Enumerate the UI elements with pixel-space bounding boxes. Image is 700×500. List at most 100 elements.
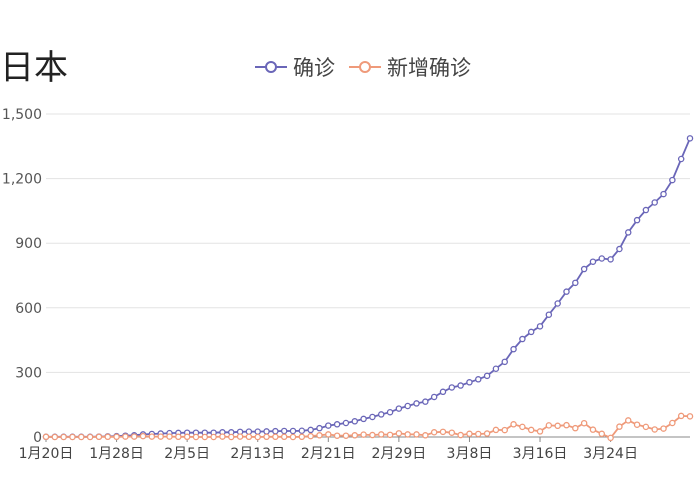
point-new-confirmed — [272, 433, 279, 441]
point-new-confirmed — [545, 422, 553, 429]
point-new-confirmed — [86, 433, 94, 441]
point-confirmed — [413, 400, 420, 407]
point-new-confirmed — [642, 423, 650, 431]
point-confirmed — [298, 427, 306, 435]
x-tick-label: 1月28日 — [89, 446, 144, 462]
point-new-confirmed — [95, 433, 103, 441]
point-confirmed — [289, 427, 297, 435]
point-new-confirmed — [624, 417, 632, 424]
y-tick-label: 300 — [15, 365, 42, 381]
point-new-confirmed — [563, 421, 570, 429]
point-confirmed — [475, 376, 482, 383]
point-new-confirmed — [210, 433, 217, 441]
point-new-confirmed — [51, 433, 59, 441]
legend-label-confirmed: 确诊 — [293, 56, 335, 80]
point-confirmed — [624, 229, 632, 236]
point-new-confirmed — [42, 433, 50, 441]
point-new-confirmed — [342, 432, 350, 439]
point-new-confirmed — [386, 431, 394, 439]
point-new-confirmed — [333, 432, 341, 439]
point-new-confirmed — [236, 433, 244, 440]
point-new-confirmed — [113, 433, 120, 441]
point-confirmed — [307, 426, 314, 434]
point-confirmed — [263, 428, 270, 435]
point-confirmed — [572, 279, 579, 287]
point-new-confirmed — [60, 433, 67, 441]
point-new-confirmed — [316, 432, 323, 439]
point-new-confirmed — [510, 421, 517, 428]
point-confirmed — [598, 255, 606, 262]
point-confirmed — [563, 288, 570, 295]
x-tick-label: 3月24日 — [583, 446, 638, 462]
point-confirmed — [404, 402, 411, 410]
point-new-confirmed — [219, 433, 226, 440]
point-confirmed — [519, 335, 526, 343]
point-new-confirmed — [492, 426, 500, 434]
point-new-confirmed — [395, 430, 403, 437]
point-confirmed — [651, 199, 658, 206]
point-new-confirmed — [122, 433, 129, 440]
point-confirmed — [589, 258, 597, 265]
x-tick-label: 2月5日 — [164, 446, 210, 462]
legend: 确诊 新增确诊 — [255, 52, 471, 82]
y-tick-label: 600 — [15, 301, 42, 317]
point-confirmed — [457, 382, 464, 389]
point-new-confirmed — [183, 433, 191, 441]
point-confirmed — [377, 411, 385, 418]
point-new-confirmed — [166, 433, 173, 440]
y-tick-label: 0 — [33, 430, 42, 446]
point-confirmed — [616, 245, 623, 253]
point-new-confirmed — [175, 433, 182, 441]
x-tick-label: 2月21日 — [301, 446, 356, 462]
point-confirmed — [386, 408, 394, 416]
point-confirmed — [448, 384, 456, 391]
point-new-confirmed — [536, 428, 544, 435]
point-confirmed — [422, 398, 429, 405]
point-new-confirmed — [157, 433, 164, 440]
point-new-confirmed — [228, 433, 235, 441]
point-new-confirmed — [633, 421, 641, 428]
point-confirmed — [430, 393, 438, 401]
x-tick-label: 1月20日 — [19, 446, 74, 462]
point-confirmed — [660, 190, 667, 198]
legend-label-new-confirmed: 新增确诊 — [387, 56, 471, 80]
point-confirmed — [536, 323, 544, 330]
point-confirmed — [395, 405, 403, 412]
legend-item-confirmed[interactable]: 确诊 — [255, 52, 335, 82]
x-tick-label: 2月29日 — [372, 446, 427, 462]
point-new-confirmed — [289, 433, 297, 441]
point-confirmed — [483, 372, 491, 380]
point-confirmed — [633, 216, 641, 224]
point-confirmed — [369, 413, 376, 421]
point-confirmed — [342, 419, 350, 427]
point-confirmed — [642, 206, 650, 214]
point-new-confirmed — [325, 431, 332, 438]
series-line-confirmed — [46, 137, 691, 438]
point-new-confirmed — [307, 432, 314, 440]
point-confirmed — [607, 256, 614, 263]
point-new-confirmed — [439, 428, 447, 436]
point-new-confirmed — [422, 432, 429, 439]
point-new-confirmed — [254, 433, 261, 441]
x-tick-label: 3月8日 — [447, 446, 493, 462]
point-new-confirmed — [263, 433, 270, 441]
point-confirmed — [360, 415, 367, 423]
point-confirmed — [325, 422, 332, 429]
point-confirmed — [316, 424, 323, 432]
point-new-confirmed — [527, 426, 535, 434]
point-new-confirmed — [616, 423, 623, 430]
point-new-confirmed — [660, 425, 667, 432]
point-new-confirmed — [413, 431, 420, 438]
point-new-confirmed — [369, 431, 376, 439]
point-new-confirmed — [554, 422, 561, 430]
point-confirmed — [677, 155, 685, 163]
point-confirmed — [510, 345, 517, 353]
point-confirmed — [466, 379, 473, 386]
point-confirmed — [545, 311, 553, 318]
point-new-confirmed — [598, 430, 606, 438]
x-tick-label: 2月13日 — [230, 446, 285, 462]
legend-item-new-confirmed[interactable]: 新增确诊 — [349, 52, 471, 82]
point-confirmed — [492, 365, 500, 372]
point-new-confirmed — [130, 433, 138, 440]
legend-marker-confirmed — [255, 61, 287, 73]
